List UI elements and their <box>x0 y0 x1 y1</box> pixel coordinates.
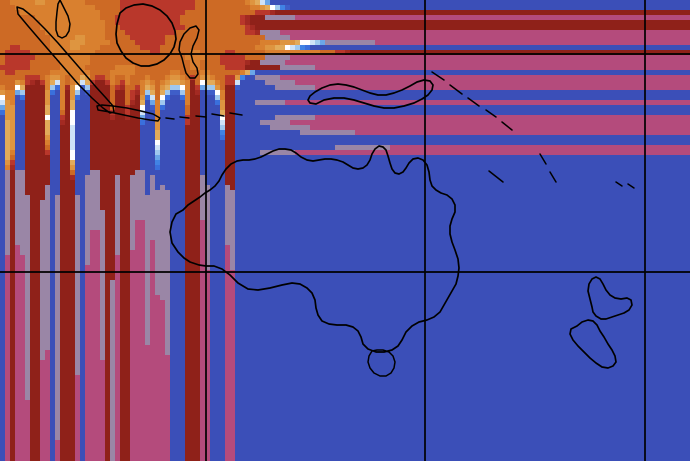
coastline-fiji <box>615 181 635 189</box>
coastline-new-guinea <box>307 79 434 109</box>
coastline-malay-peninsula <box>55 0 71 39</box>
coastline-java <box>96 104 161 122</box>
coastline-australia-mainland <box>169 145 460 353</box>
coastline-new-caledonia <box>488 170 504 183</box>
coastline-tasmania <box>367 349 396 377</box>
coastline-solomon-islands <box>431 71 513 131</box>
coastline-sulawesi <box>178 25 200 79</box>
coastline-lesser-sunda-islands <box>165 112 243 120</box>
coastline-new-zealand-north-island <box>587 276 633 320</box>
coastline-new-zealand-south-island <box>569 319 617 369</box>
coastline-vanuatu <box>539 153 557 183</box>
